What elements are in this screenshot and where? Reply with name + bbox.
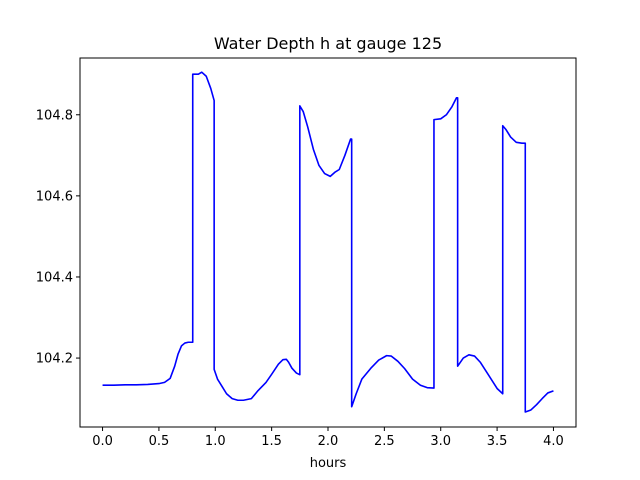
x-tick-label: 3.5 bbox=[487, 434, 508, 449]
plot-area bbox=[102, 71, 554, 413]
y-tick-label: 104.6 bbox=[36, 189, 73, 204]
x-tick-label: 1.5 bbox=[261, 434, 282, 449]
y-tick-label: 104.8 bbox=[36, 108, 73, 123]
x-axis: 0.0 0.5 1.0 1.5 2.0 2.5 3.0 3.5 4.0 bbox=[92, 427, 564, 449]
x-tick-label: 0.5 bbox=[149, 434, 170, 449]
x-tick-label: 2.0 bbox=[318, 434, 339, 449]
y-axis: 104.2 104.4 104.6 104.8 bbox=[36, 108, 80, 367]
series-line-0 bbox=[102, 71, 554, 413]
y-tick-label: 104.2 bbox=[36, 352, 73, 367]
x-axis-label: hours bbox=[310, 456, 347, 471]
y-tick-label: 104.4 bbox=[36, 270, 73, 285]
x-tick-label: 3.0 bbox=[430, 434, 451, 449]
x-tick-label: 4.0 bbox=[543, 434, 564, 449]
plot-frame bbox=[79, 57, 577, 428]
x-tick-label: 2.5 bbox=[374, 434, 395, 449]
x-tick-label: 0.0 bbox=[92, 434, 113, 449]
chart-title: Water Depth h at gauge 125 bbox=[214, 34, 442, 53]
x-tick-label: 1.0 bbox=[205, 434, 226, 449]
